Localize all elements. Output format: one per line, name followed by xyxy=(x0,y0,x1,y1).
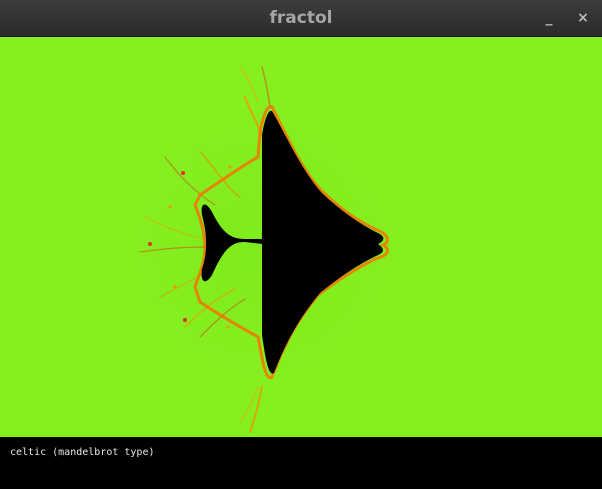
fractal-set-body xyxy=(201,110,384,374)
status-bar: celtic (mandelbrot type) xyxy=(0,437,602,489)
window-title: fractol xyxy=(269,8,333,28)
minimize-button[interactable]: _ xyxy=(545,10,553,26)
fractal-fringe xyxy=(139,66,271,433)
fractal-canvas[interactable] xyxy=(0,37,602,437)
fractal-type-label: celtic (mandelbrot type) xyxy=(10,447,155,458)
fractal-render xyxy=(90,52,470,433)
title-bar[interactable]: fractol _ × xyxy=(0,0,602,37)
fractal-dots xyxy=(148,165,232,329)
close-button[interactable]: × xyxy=(577,10,589,26)
